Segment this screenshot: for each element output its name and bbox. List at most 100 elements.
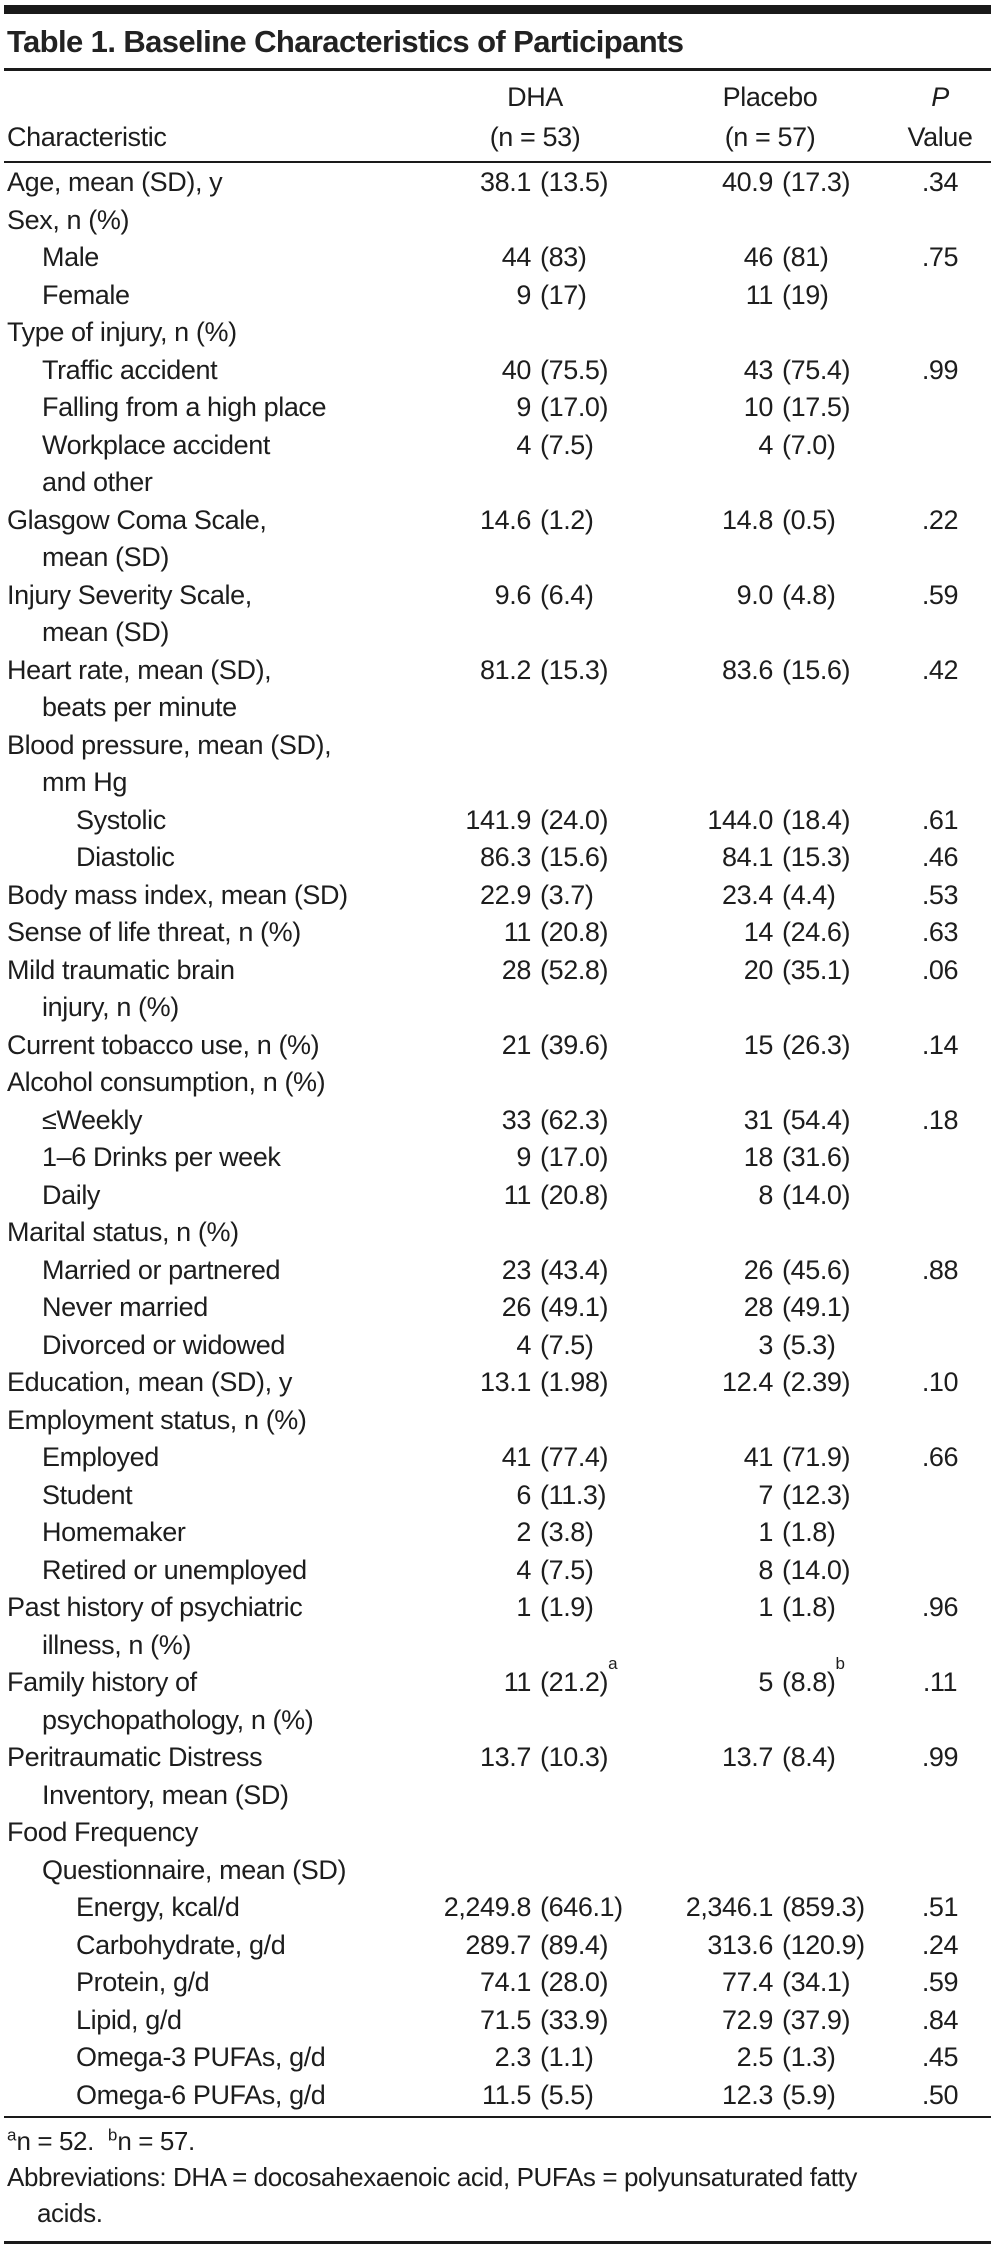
table-row: Employed 41 (77.4) 41 (71.9) .66 [4, 1439, 991, 1477]
column-header-characteristic: Characteristic [7, 122, 167, 152]
placebo-value-cell: 83.6 (15.6) [722, 654, 851, 685]
placebo-value-cell: 18 (31.6) [743, 1142, 851, 1172]
row-label: Injury Severity Scale, mean (SD) [4, 577, 419, 652]
row-label-line: Heart rate, mean (SD), [7, 654, 272, 685]
row-label: Alcohol consumption, n (%) [4, 1064, 419, 1102]
table-row: Omega-6 PUFAs, g/d 11.5 (5.5) 12.3 (5.9) .50 [4, 2077, 991, 2115]
row-label: Employment status, n (%) [4, 1402, 419, 1440]
row-label: Falling from a high place [4, 389, 419, 427]
p-value-cell: .96 [921, 1592, 959, 1622]
column-header-p-line2: Value [907, 122, 973, 152]
row-label-line: Workplace accident [42, 429, 270, 460]
row-label-line: 1–6 Drinks per week [42, 1142, 281, 1172]
column-header-p-line1: P [931, 82, 949, 112]
column-header-p-value: P Value [889, 77, 991, 157]
footnote-divider [4, 2116, 991, 2118]
placebo-value-cell: 41 (71.9) [743, 1442, 851, 1472]
table-row: Energy, kcal/d 2,249.8 (646.1) 2,346.1 (859.… [4, 1889, 991, 1927]
row-label-line: Never married [42, 1292, 208, 1322]
dha-value-cell: 41 (77.4) [501, 1442, 609, 1472]
placebo-value-cell: 10 (17.5) [743, 392, 851, 422]
row-label-line: Falling from a high place [42, 392, 327, 422]
placebo-value-cell: 28 (49.1) [743, 1292, 851, 1322]
placebo-value-cell: 14.8 (0.5) [722, 504, 836, 535]
dha-value-cell: 11.5 (5.5) [482, 2079, 594, 2110]
placebo-value-cell: 5 (8.8) b [758, 1654, 845, 1697]
placebo-value-cell: 43 (75.4) [743, 354, 851, 385]
row-label: Marital status, n (%) [4, 1214, 419, 1252]
placebo-value-cell: 11 (19) [745, 279, 829, 310]
p-value-cell: .88 [921, 1254, 959, 1285]
table-row: Lipid, g/d 71.5 (33.9) 72.9 (37.9) .84 [4, 2002, 991, 2040]
row-label-line: Injury Severity Scale, [7, 579, 252, 610]
row-label-line: Male [42, 242, 99, 272]
row-label-line: Current tobacco use, n (%) [7, 1029, 320, 1060]
p-value-cell: .84 [921, 2004, 959, 2035]
placebo-value-cell: 46 (81) [743, 242, 829, 272]
dha-value-cell: 38.1 (13.5) [480, 167, 609, 197]
table-title: Table 1. Baseline Characteristics of Par… [7, 24, 684, 59]
column-header-dha-line1: DHA [507, 82, 563, 112]
row-label-line: Food Frequency [7, 1817, 199, 1847]
placebo-value-cell: 2,346.1 (859.3) [685, 1892, 865, 1922]
row-label-line: Questionnaire, mean (SD) [42, 1854, 347, 1885]
placebo-value-cell: 313.6 (120.9) [707, 1929, 865, 1960]
row-label: Omega-3 PUFAs, g/d [4, 2039, 419, 2077]
table-row: Never married 26 (49.1) 28 (49.1) [4, 1289, 991, 1327]
placebo-value-cell: 13.7 (8.4) [722, 1742, 836, 1772]
dha-value-cell: 2,249.8 (646.1) [443, 1892, 623, 1922]
abbreviations-line2: acids. [37, 2198, 103, 2228]
p-value-cell: .51 [921, 1892, 959, 1922]
footnote-marker-b: b [107, 2125, 118, 2145]
row-label-line: ≤Weekly [42, 1104, 143, 1135]
column-header-placebo-line1: Placebo [722, 82, 818, 112]
row-label: ≤Weekly [4, 1102, 419, 1140]
header-divider [4, 161, 991, 163]
row-label: Glasgow Coma Scale, mean (SD) [4, 502, 419, 577]
dha-value-cell: 13.1 (1.98) [480, 1367, 609, 1397]
row-label: Sex, n (%) [4, 202, 419, 240]
table-row: Male 44 (83) 46 (81) .75 [4, 239, 991, 277]
table-row: Diastolic 86.3 (15.6) 84.1 (15.3) .46 [4, 839, 991, 877]
placebo-value-cell: 3 (5.3) [758, 1329, 836, 1360]
row-label-line: Mild traumatic brain [7, 954, 235, 985]
row-label: Lipid, g/d [4, 2002, 419, 2040]
row-label-line: Female [42, 279, 130, 310]
table-row: Body mass index, mean (SD) 22.9 (3.7) 23.4(… [4, 877, 991, 915]
p-value-cell: .99 [921, 354, 959, 385]
row-label-line: Blood pressure, mean (SD), [7, 729, 332, 760]
table-row: Age, mean (SD), y 38.1 (13.5) 40.9 (17.3) .34 [4, 164, 991, 202]
table-row: ≤Weekly 33 (62.3) 31 (54.4) .18 [4, 1102, 991, 1140]
row-label-line: illness, n (%) [42, 1629, 191, 1660]
placebo-value-cell: 14 (24.6) [743, 917, 851, 947]
row-label-line: mean (SD) [42, 617, 169, 647]
placebo-value-cell: 77.4 (34.1) [722, 1967, 851, 1997]
dha-value-cell: 11 (21.2) a [503, 1654, 618, 1697]
p-value-cell: .24 [921, 1929, 959, 1960]
dha-value-cell: 6 (11.3) [516, 1479, 607, 1510]
dha-value-cell: 81.2 (15.3) [480, 654, 609, 685]
row-label-line: Family history of [7, 1667, 197, 1697]
row-label: Type of injury, n (%) [4, 314, 419, 352]
table-row: Alcohol consumption, n (%) [4, 1064, 991, 1102]
dha-value-cell: 28 (52.8) [501, 954, 609, 985]
row-label: Sense of life threat, n (%) [4, 914, 419, 952]
p-value-cell: .50 [921, 2079, 959, 2110]
table-row: Current tobacco use, n (%) 21 (39.6) 15 (26.… [4, 1027, 991, 1065]
row-label-line: Body mass index, mean (SD) [7, 879, 348, 910]
column-header-placebo-line2: (n = 57) [724, 122, 816, 152]
row-label-line: Lipid, g/d [76, 2004, 182, 2035]
row-label-line: Diastolic [76, 842, 175, 872]
placebo-value-cell: 8 (14.0) [758, 1179, 851, 1210]
dha-value-cell: 4 (7.5) [516, 1554, 594, 1585]
dha-value-cell: 40 (75.5) [501, 354, 609, 385]
footnote-marker-a: a [7, 2125, 17, 2145]
placebo-value-cell: 9.0 (4.8) [736, 579, 836, 610]
p-value-cell: .18 [921, 1104, 959, 1135]
table-row: Traffic accident 40 (75.5) 43 (75.4) .99 [4, 352, 991, 390]
row-label-line: Carbohydrate, g/d [76, 1929, 286, 1960]
row-label: Past history of psychiatric illness, n (%… [4, 1589, 419, 1664]
row-label: Age, mean (SD), y [4, 164, 419, 202]
dha-value-cell: 22.9 (3.7) [480, 879, 594, 910]
dha-value-cell: 23 (43.4) [501, 1254, 609, 1285]
